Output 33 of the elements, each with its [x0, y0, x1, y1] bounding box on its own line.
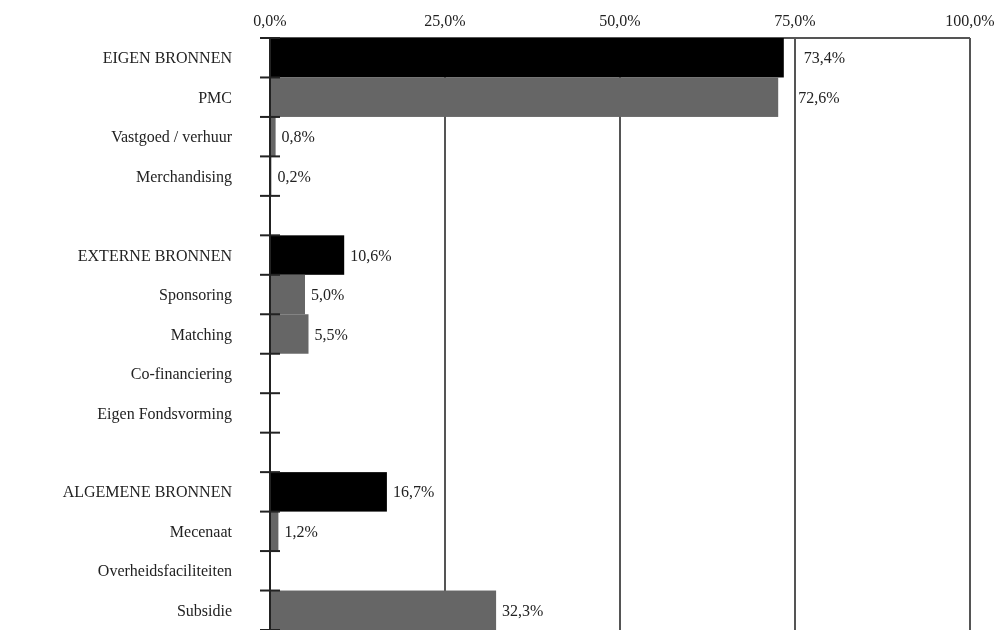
y-tick-label: Co-financiering — [130, 365, 232, 384]
y-tick-label: Eigen Fondsvorming — [97, 404, 232, 423]
y-tick-label: PMC — [198, 88, 232, 106]
bar — [270, 235, 345, 275]
y-tick-label: Mecenaat — [169, 522, 233, 540]
data-label: 5,0% — [311, 286, 345, 304]
y-tick-label: Vastgoed / verhuur — [111, 128, 233, 147]
x-tick-label: 0,0% — [253, 12, 287, 29]
y-tick-label: EIGEN BRONNEN — [102, 49, 233, 67]
y-tick-label: Subsidie — [176, 601, 232, 619]
data-label: 0,2% — [277, 167, 311, 185]
data-label: 5,5% — [314, 325, 348, 343]
y-tick-label: ALGEMENE BRONNEN — [62, 483, 233, 501]
data-label: 1,2% — [284, 522, 318, 540]
bar — [270, 77, 779, 117]
data-label: 0,8% — [281, 128, 315, 146]
x-tick-label: 75,0% — [774, 12, 816, 29]
bar — [270, 472, 387, 512]
y-tick-label: Overheidsfaciliteiten — [97, 562, 232, 580]
bar — [270, 590, 497, 630]
x-tick-label: 100,0% — [945, 12, 995, 29]
x-tick-label: 25,0% — [424, 12, 466, 29]
y-tick-label: EXTERNE BRONNEN — [77, 246, 233, 264]
bar — [270, 38, 784, 78]
data-label: 72,6% — [798, 88, 840, 106]
data-label: 16,7% — [392, 483, 435, 501]
y-tick-label: Merchandising — [136, 167, 232, 186]
y-tick-label: Matching — [170, 325, 232, 344]
y-tick-label: Sponsoring — [159, 286, 232, 305]
x-tick-label: 50,0% — [599, 12, 641, 29]
data-label: 10,6% — [350, 246, 392, 264]
data-label: 32,3% — [502, 601, 544, 619]
data-label: 73,4% — [803, 49, 846, 67]
